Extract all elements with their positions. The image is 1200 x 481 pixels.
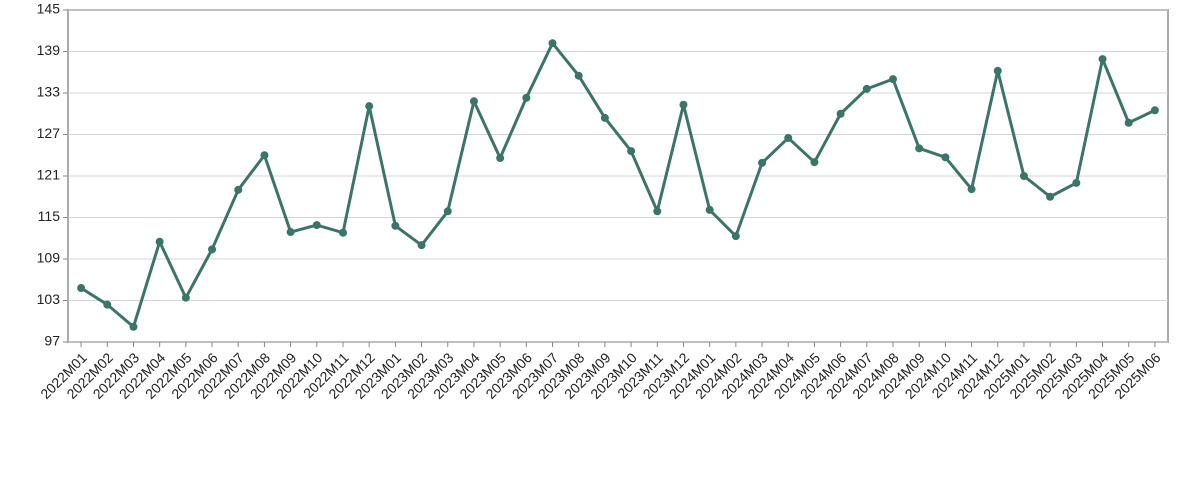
- data-point: [810, 158, 819, 167]
- y-tick-label: 97: [44, 333, 60, 349]
- y-tick-label: 103: [37, 291, 61, 307]
- data-point: [1098, 55, 1107, 64]
- data-point: [469, 97, 478, 106]
- data-point: [365, 102, 374, 111]
- data-point: [627, 147, 636, 156]
- data-point: [208, 245, 217, 254]
- data-point: [889, 75, 897, 84]
- data-point: [234, 185, 243, 194]
- y-tick-label: 109: [37, 250, 61, 266]
- data-point: [77, 284, 86, 293]
- data-point: [312, 221, 321, 230]
- data-point: [391, 221, 400, 230]
- data-point: [862, 84, 871, 93]
- data-point: [731, 232, 740, 241]
- y-tick-label: 133: [37, 84, 61, 100]
- data-point: [915, 144, 924, 153]
- data-point: [129, 322, 138, 331]
- series-line: [80, 41, 1156, 329]
- data-point: [1019, 172, 1028, 180]
- data-point: [653, 207, 662, 216]
- data-point: [1124, 118, 1133, 127]
- data-point: [967, 185, 976, 194]
- y-tick-label: 121: [37, 167, 61, 183]
- data-point: [443, 207, 452, 216]
- data-point: [103, 300, 112, 309]
- data-point: [522, 93, 531, 102]
- data-point: [679, 100, 688, 109]
- data-point: [1046, 192, 1055, 201]
- y-tick-label: 127: [37, 125, 61, 141]
- data-point: [600, 113, 609, 122]
- data-point: [286, 228, 295, 237]
- data-point: [836, 109, 845, 118]
- data-point: [548, 39, 557, 48]
- data-point: [496, 154, 505, 163]
- y-tick-label: 139: [37, 42, 61, 58]
- data-point: [993, 66, 1002, 75]
- data-point: [784, 133, 793, 142]
- data-point: [941, 153, 950, 162]
- data-point: [1072, 178, 1081, 187]
- data-point: [417, 241, 426, 250]
- data-point: [181, 293, 190, 302]
- y-tick-label: 145: [37, 1, 61, 17]
- data-point: [705, 205, 714, 214]
- data-point: [339, 228, 347, 237]
- y-tick-label: 115: [38, 208, 61, 224]
- data-point: [574, 71, 583, 80]
- data-point: [1150, 106, 1159, 115]
- data-point: [260, 151, 269, 160]
- data-point: [155, 237, 164, 246]
- data-point: [758, 158, 767, 167]
